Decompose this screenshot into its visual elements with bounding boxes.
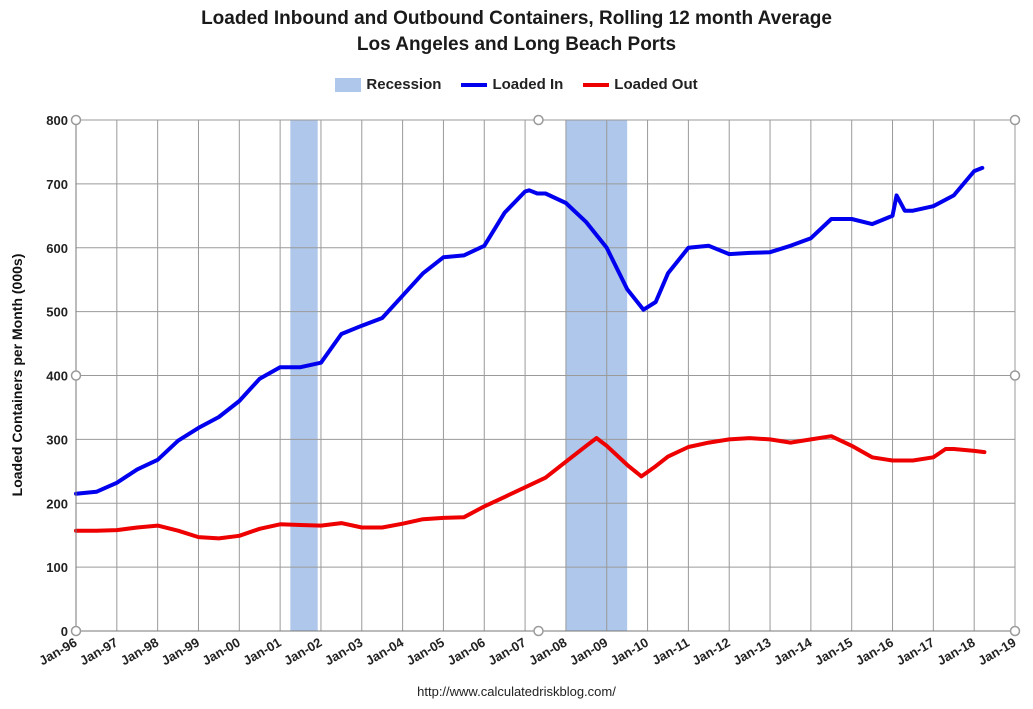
y-tick-label: 500 (46, 305, 68, 320)
resize-handle (1009, 625, 1021, 637)
x-tick-label: Jan-97 (77, 635, 120, 669)
axes: 0100200300400500600700800Jan-96Jan-97Jan… (36, 113, 1018, 668)
legend-swatch-loaded-out (583, 82, 610, 87)
x-tick-label: Jan-04 (363, 634, 407, 668)
series-line-loaded-out (74, 434, 987, 541)
y-tick-label: 700 (46, 177, 68, 192)
x-tick-label: Jan-07 (485, 635, 528, 669)
y-tick-label: 300 (46, 432, 68, 447)
plot-area-handles (70, 114, 1021, 637)
legend-label-recession: Recession (366, 76, 442, 93)
legend-label-loaded-in: Loaded In (492, 76, 564, 93)
x-tick-label: Jan-99 (159, 635, 202, 669)
chart-legend: Recession Loaded In Loaded Out (0, 76, 1033, 93)
x-tick-label: Jan-01 (240, 635, 283, 669)
resize-handle (1009, 370, 1021, 381)
legend-item-loaded-out: Loaded Out (583, 76, 698, 93)
x-tick-label: Jan-19 (975, 635, 1018, 669)
x-tick-label: Jan-13 (730, 635, 773, 669)
y-tick-label: 200 (46, 496, 68, 511)
x-tick-label: Jan-10 (608, 635, 651, 669)
x-tick-label: Jan-03 (322, 635, 365, 669)
grid-lines (75, 119, 1016, 632)
source-url: http://www.calculatedriskblog.com/ (417, 684, 616, 699)
chart-title-line1: Loaded Inbound and Outbound Containers, … (201, 8, 832, 29)
resize-handle (533, 114, 544, 126)
resize-handle (533, 625, 544, 637)
legend-item-loaded-in: Loaded In (461, 76, 563, 93)
y-tick-label: 800 (46, 113, 68, 128)
x-tick-label: Jan-98 (118, 635, 161, 669)
x-tick-label: Jan-96 (36, 635, 79, 669)
x-tick-label: Jan-11 (649, 635, 692, 668)
y-tick-label: 600 (46, 241, 68, 256)
series-line-loaded-in (74, 165, 985, 496)
y-tick-label: 400 (46, 369, 68, 384)
x-tick-label: Jan-08 (526, 635, 569, 669)
x-tick-label: Jan-17 (894, 635, 937, 669)
legend-item-recession: Recession (335, 76, 441, 93)
x-tick-label: Jan-06 (445, 635, 488, 669)
y-tick-label: 100 (46, 560, 68, 575)
x-tick-label: Jan-05 (404, 635, 447, 669)
legend-swatch-loaded-in (461, 82, 488, 87)
x-tick-label: Jan-15 (812, 635, 855, 669)
resize-handle (70, 370, 82, 381)
x-tick-label: Jan-18 (934, 635, 977, 669)
x-tick-label: Jan-09 (567, 635, 610, 669)
resize-handle (1009, 114, 1021, 126)
resize-handle (70, 114, 82, 126)
y-tick-label: 0 (61, 624, 68, 639)
chart-title-line2: Los Angeles and Long Beach Ports (356, 34, 677, 55)
y-axis-label: Loaded Containers per Month (000s) (9, 254, 25, 497)
x-tick-label: Jan-16 (853, 635, 896, 669)
legend-label-loaded-out: Loaded Out (614, 76, 698, 93)
x-tick-label: Jan-14 (771, 634, 815, 668)
x-tick-label: Jan-00 (200, 635, 243, 669)
x-tick-label: Jan-12 (690, 635, 733, 669)
series-lines (74, 165, 987, 541)
legend-swatch-recession (335, 77, 362, 92)
chart-title: Loaded Inbound and Outbound Containers, … (0, 6, 1033, 58)
x-tick-label: Jan-02 (281, 635, 324, 669)
resize-handle (70, 625, 82, 637)
